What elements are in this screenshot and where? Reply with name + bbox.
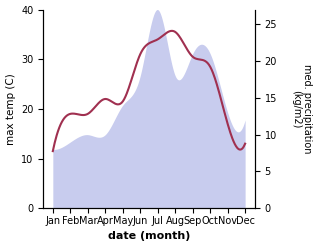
Y-axis label: med. precipitation
(kg/m2): med. precipitation (kg/m2) — [291, 64, 313, 154]
X-axis label: date (month): date (month) — [108, 231, 190, 242]
Y-axis label: max temp (C): max temp (C) — [5, 73, 16, 145]
